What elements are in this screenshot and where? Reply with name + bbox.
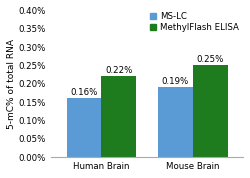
Y-axis label: 5-mC% of total RNA: 5-mC% of total RNA [7,39,16,129]
Bar [193,66,228,157]
Text: 0.16%: 0.16% [70,88,98,97]
Text: 0.19%: 0.19% [162,77,189,86]
Bar [158,88,193,157]
Bar [66,98,101,157]
Legend: MS-LC, MethylFlash ELISA: MS-LC, MethylFlash ELISA [150,12,239,32]
Text: 0.22%: 0.22% [105,66,132,75]
Bar [101,77,136,157]
Text: 0.25%: 0.25% [196,55,224,64]
